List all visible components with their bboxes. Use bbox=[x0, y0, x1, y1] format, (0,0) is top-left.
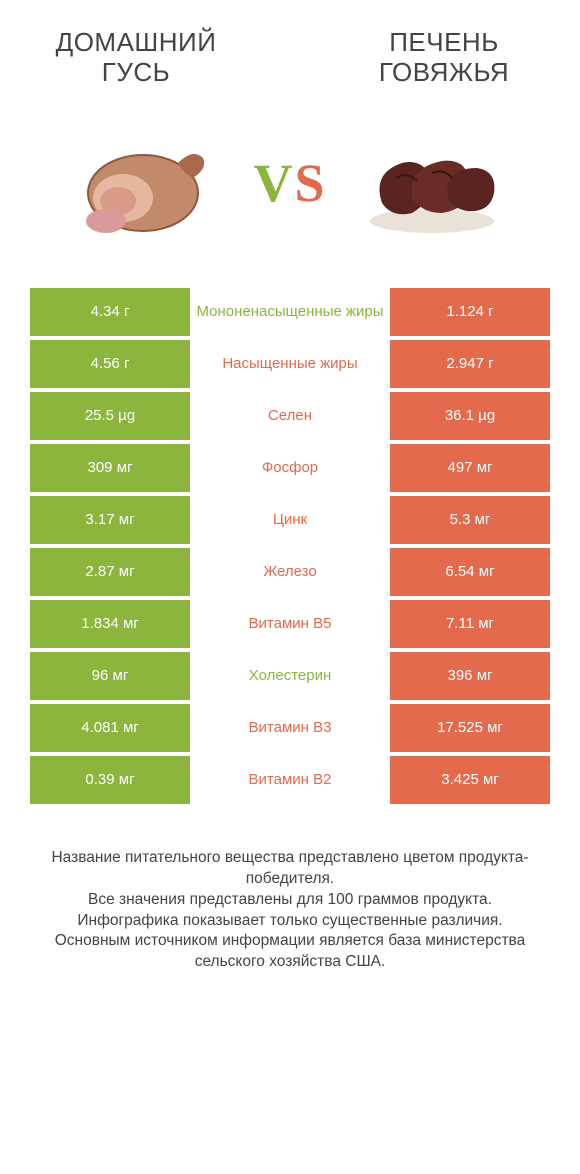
table-row: 3.17 мгЦинк5.3 мг bbox=[30, 496, 550, 544]
title-right: ПЕЧЕНЬГОВЯЖЬЯ bbox=[344, 28, 544, 88]
table-row: 25.5 µgСелен36.1 µg bbox=[30, 392, 550, 440]
cell-right-value: 6.54 мг bbox=[390, 548, 550, 596]
cell-nutrient-label: Насыщенные жиры bbox=[190, 340, 390, 388]
cell-right-value: 1.124 г bbox=[390, 288, 550, 336]
cell-right-value: 396 мг bbox=[390, 652, 550, 700]
footer-line-4: Основным источником информации является … bbox=[24, 931, 556, 973]
table-row: 309 мгФосфор497 мг bbox=[30, 444, 550, 492]
table-row: 4.081 мгВитамин B317.525 мг bbox=[30, 704, 550, 752]
cell-left-value: 0.39 мг bbox=[30, 756, 190, 804]
table-row: 0.39 мгВитамин B23.425 мг bbox=[30, 756, 550, 804]
cell-left-value: 96 мг bbox=[30, 652, 190, 700]
table-row: 4.56 гНасыщенные жиры2.947 г bbox=[30, 340, 550, 388]
liver-image bbox=[347, 118, 517, 248]
cell-nutrient-label: Витамин B3 bbox=[190, 704, 390, 752]
table-row: 96 мгХолестерин396 мг bbox=[30, 652, 550, 700]
vs-s: S bbox=[294, 153, 326, 213]
cell-right-value: 5.3 мг bbox=[390, 496, 550, 544]
header: ДОМАШНИЙГУСЬ ПЕЧЕНЬГОВЯЖЬЯ bbox=[0, 0, 580, 98]
vs-v: V bbox=[253, 153, 294, 213]
footer-notes: Название питательного вещества представл… bbox=[0, 808, 580, 974]
cell-right-value: 7.11 мг bbox=[390, 600, 550, 648]
vs-label: VS bbox=[253, 152, 326, 214]
footer-line-2: Все значения представлены для 100 граммо… bbox=[24, 890, 556, 911]
cell-nutrient-label: Железо bbox=[190, 548, 390, 596]
cell-left-value: 3.17 мг bbox=[30, 496, 190, 544]
cell-right-value: 497 мг bbox=[390, 444, 550, 492]
cell-right-value: 17.525 мг bbox=[390, 704, 550, 752]
cell-left-value: 309 мг bbox=[30, 444, 190, 492]
cell-nutrient-label: Цинк bbox=[190, 496, 390, 544]
goose-image bbox=[63, 118, 233, 248]
cell-right-value: 36.1 µg bbox=[390, 392, 550, 440]
cell-nutrient-label: Холестерин bbox=[190, 652, 390, 700]
cell-left-value: 2.87 мг bbox=[30, 548, 190, 596]
cell-right-value: 3.425 мг bbox=[390, 756, 550, 804]
cell-nutrient-label: Фосфор bbox=[190, 444, 390, 492]
table-row: 4.34 гМононенасыщенные жиры1.124 г bbox=[30, 288, 550, 336]
footer-line-1: Название питательного вещества представл… bbox=[24, 848, 556, 890]
cell-left-value: 25.5 µg bbox=[30, 392, 190, 440]
cell-right-value: 2.947 г bbox=[390, 340, 550, 388]
cell-nutrient-label: Витамин B5 bbox=[190, 600, 390, 648]
comparison-table: 4.34 гМононенасыщенные жиры1.124 г4.56 г… bbox=[0, 288, 580, 804]
cell-left-value: 1.834 мг bbox=[30, 600, 190, 648]
table-row: 2.87 мгЖелезо6.54 мг bbox=[30, 548, 550, 596]
cell-nutrient-label: Витамин B2 bbox=[190, 756, 390, 804]
cell-left-value: 4.34 г bbox=[30, 288, 190, 336]
footer-line-3: Инфографика показывает только существенн… bbox=[24, 911, 556, 932]
cell-nutrient-label: Мононенасыщенные жиры bbox=[190, 288, 390, 336]
cell-nutrient-label: Селен bbox=[190, 392, 390, 440]
vs-row: VS bbox=[0, 98, 580, 288]
cell-left-value: 4.081 мг bbox=[30, 704, 190, 752]
cell-left-value: 4.56 г bbox=[30, 340, 190, 388]
table-row: 1.834 мгВитамин B57.11 мг bbox=[30, 600, 550, 648]
title-left: ДОМАШНИЙГУСЬ bbox=[36, 28, 236, 88]
